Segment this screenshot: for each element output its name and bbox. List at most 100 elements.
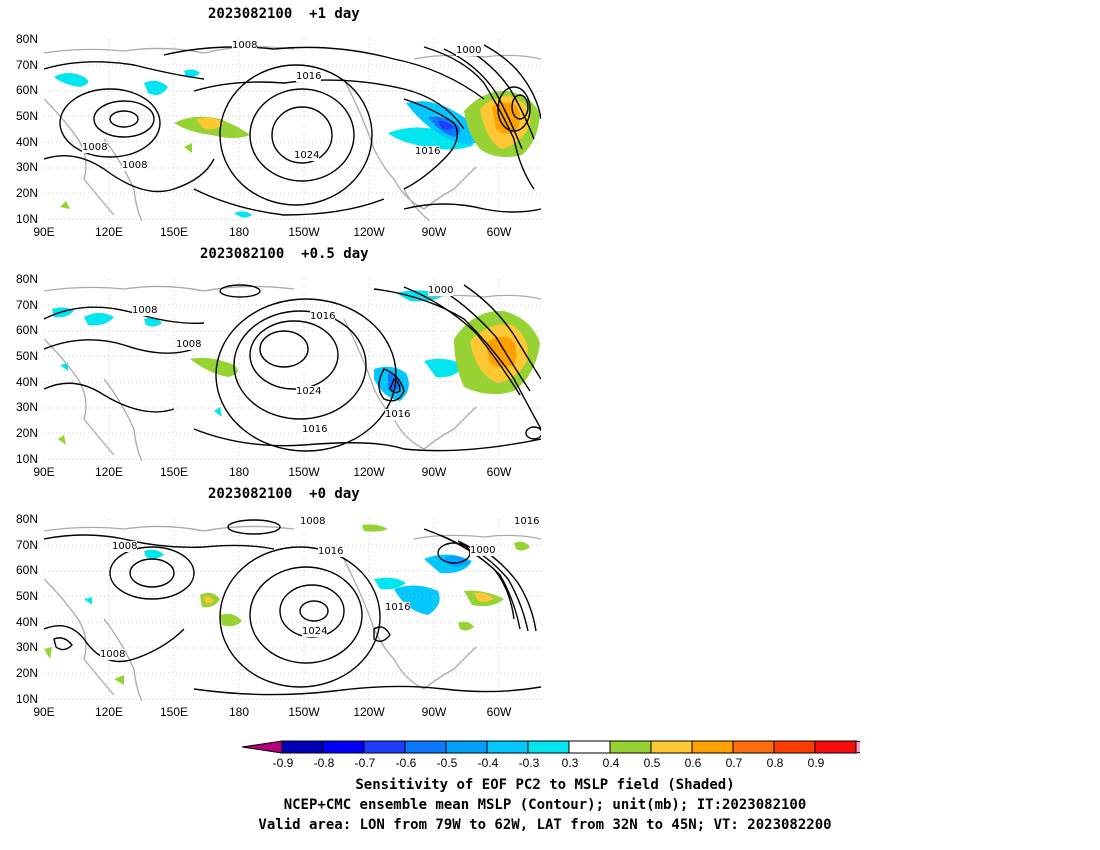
lat-label: 20N xyxy=(15,186,38,200)
lon-label: 90W xyxy=(421,705,447,719)
lat-label: 60N xyxy=(15,563,38,577)
contour-label: 1008 xyxy=(232,40,258,51)
panel-2-map xyxy=(44,279,541,461)
lat-label: 50N xyxy=(15,349,38,363)
lat-label: 40N xyxy=(15,375,38,389)
lon-label: 90W xyxy=(421,225,447,239)
colorbar-label: -0.8 xyxy=(313,756,335,770)
colorbar-box xyxy=(445,740,488,754)
colorbar-label: 0.7 xyxy=(725,756,743,770)
colorbar-box xyxy=(568,740,611,754)
lon-label: 90E xyxy=(33,705,55,719)
colorbar-box xyxy=(281,740,324,754)
contour-label: 1008 xyxy=(122,160,148,171)
contour-label: 1024 xyxy=(294,150,320,161)
lon-label: 120E xyxy=(94,225,124,239)
colorbar-box xyxy=(486,740,529,754)
coastlines xyxy=(44,285,541,461)
colorbar-box xyxy=(609,740,652,754)
shading xyxy=(54,69,540,218)
contour-label: 1008 xyxy=(176,339,202,350)
lat-label: 20N xyxy=(15,426,38,440)
lon-label: 150E xyxy=(159,225,189,239)
lon-label: 150E xyxy=(159,705,189,719)
contour-label: 1016 xyxy=(310,311,336,322)
mslp-contours xyxy=(44,44,541,216)
contour-label: 1016 xyxy=(385,602,411,613)
contour-label: 1000 xyxy=(428,285,454,296)
lat-label: 10N xyxy=(15,692,38,706)
lat-label: 50N xyxy=(15,589,38,603)
lon-label: 120W xyxy=(353,465,385,479)
panel-3-title: 2023082100 +0 day xyxy=(208,486,360,502)
lon-label: 60W xyxy=(486,465,512,479)
contour-label: 1000 xyxy=(456,45,482,56)
lat-label: 40N xyxy=(15,615,38,629)
panel-1-map xyxy=(44,39,541,221)
colorbar-label: -0.6 xyxy=(395,756,417,770)
colorbar-label: -0.5 xyxy=(436,756,458,770)
contour-label: 1008 xyxy=(132,305,158,316)
colorbar-under-triangle xyxy=(241,740,283,754)
lat-label: 40N xyxy=(15,135,38,149)
lat-label: 60N xyxy=(15,83,38,97)
shading xyxy=(44,524,530,685)
colorbar-box xyxy=(732,740,775,754)
contour-label: 1000 xyxy=(470,545,496,556)
lat-label: 20N xyxy=(15,666,38,680)
colorbar-label: -0.4 xyxy=(477,756,499,770)
lon-label: 150E xyxy=(159,465,189,479)
lon-label: 60W xyxy=(486,225,512,239)
colorbar-label: 0.3 xyxy=(561,756,579,770)
colorbar-box xyxy=(814,740,857,754)
lat-label: 70N xyxy=(15,58,38,72)
lon-label: 150W xyxy=(288,705,320,719)
lon-label: 180 xyxy=(228,705,250,719)
lat-label: 30N xyxy=(15,640,38,654)
contour-label: 1008 xyxy=(82,142,108,153)
caption-line-1: Sensitivity of EOF PC2 to MSLP field (Sh… xyxy=(355,777,735,793)
lon-label: 120E xyxy=(94,705,124,719)
contour-label: 1016 xyxy=(302,424,328,435)
contour-label: 1008 xyxy=(100,649,126,660)
lon-label: 120E xyxy=(94,465,124,479)
contour-label: 1016 xyxy=(318,546,344,557)
colorbar-box xyxy=(650,740,693,754)
colorbar-box xyxy=(404,740,447,754)
lat-label: 70N xyxy=(15,538,38,552)
colorbar-label: 0.5 xyxy=(643,756,661,770)
colorbar-label: 0.8 xyxy=(766,756,784,770)
lon-label: 90E xyxy=(33,465,55,479)
colorbar-box xyxy=(363,740,406,754)
coastlines xyxy=(44,525,541,701)
colorbar-box xyxy=(322,740,365,754)
lon-label: 60W xyxy=(486,705,512,719)
lat-label: 80N xyxy=(15,272,38,286)
contour-label: 1016 xyxy=(296,71,322,82)
lon-label: 90E xyxy=(33,225,55,239)
lon-label: 120W xyxy=(353,225,385,239)
grid-lines xyxy=(44,279,541,461)
grid-lines xyxy=(44,519,541,701)
contour-label: 1024 xyxy=(302,626,328,637)
lat-label: 80N xyxy=(15,512,38,526)
lat-label: 80N xyxy=(15,32,38,46)
colorbar-label: 0.6 xyxy=(684,756,702,770)
caption-line-2: NCEP+CMC ensemble mean MSLP (Contour); u… xyxy=(283,797,807,813)
lon-label: 180 xyxy=(228,465,250,479)
lon-label: 90W xyxy=(421,465,447,479)
lon-label: 120W xyxy=(353,705,385,719)
lat-label: 70N xyxy=(15,298,38,312)
caption-line-3: Valid area: LON from 79W to 62W, LAT fro… xyxy=(258,817,832,833)
lon-label: 150W xyxy=(288,465,320,479)
colorbar-box xyxy=(691,740,734,754)
colorbar-box xyxy=(527,740,570,754)
contour-label: 1008 xyxy=(112,541,138,552)
colorbar-label: 0.9 xyxy=(807,756,825,770)
lat-label: 30N xyxy=(15,160,38,174)
colorbar xyxy=(241,740,860,754)
colorbar-label: -0.7 xyxy=(354,756,376,770)
contour-label: 1024 xyxy=(296,386,322,397)
lon-label: 180 xyxy=(228,225,250,239)
lat-label: 10N xyxy=(15,212,38,226)
